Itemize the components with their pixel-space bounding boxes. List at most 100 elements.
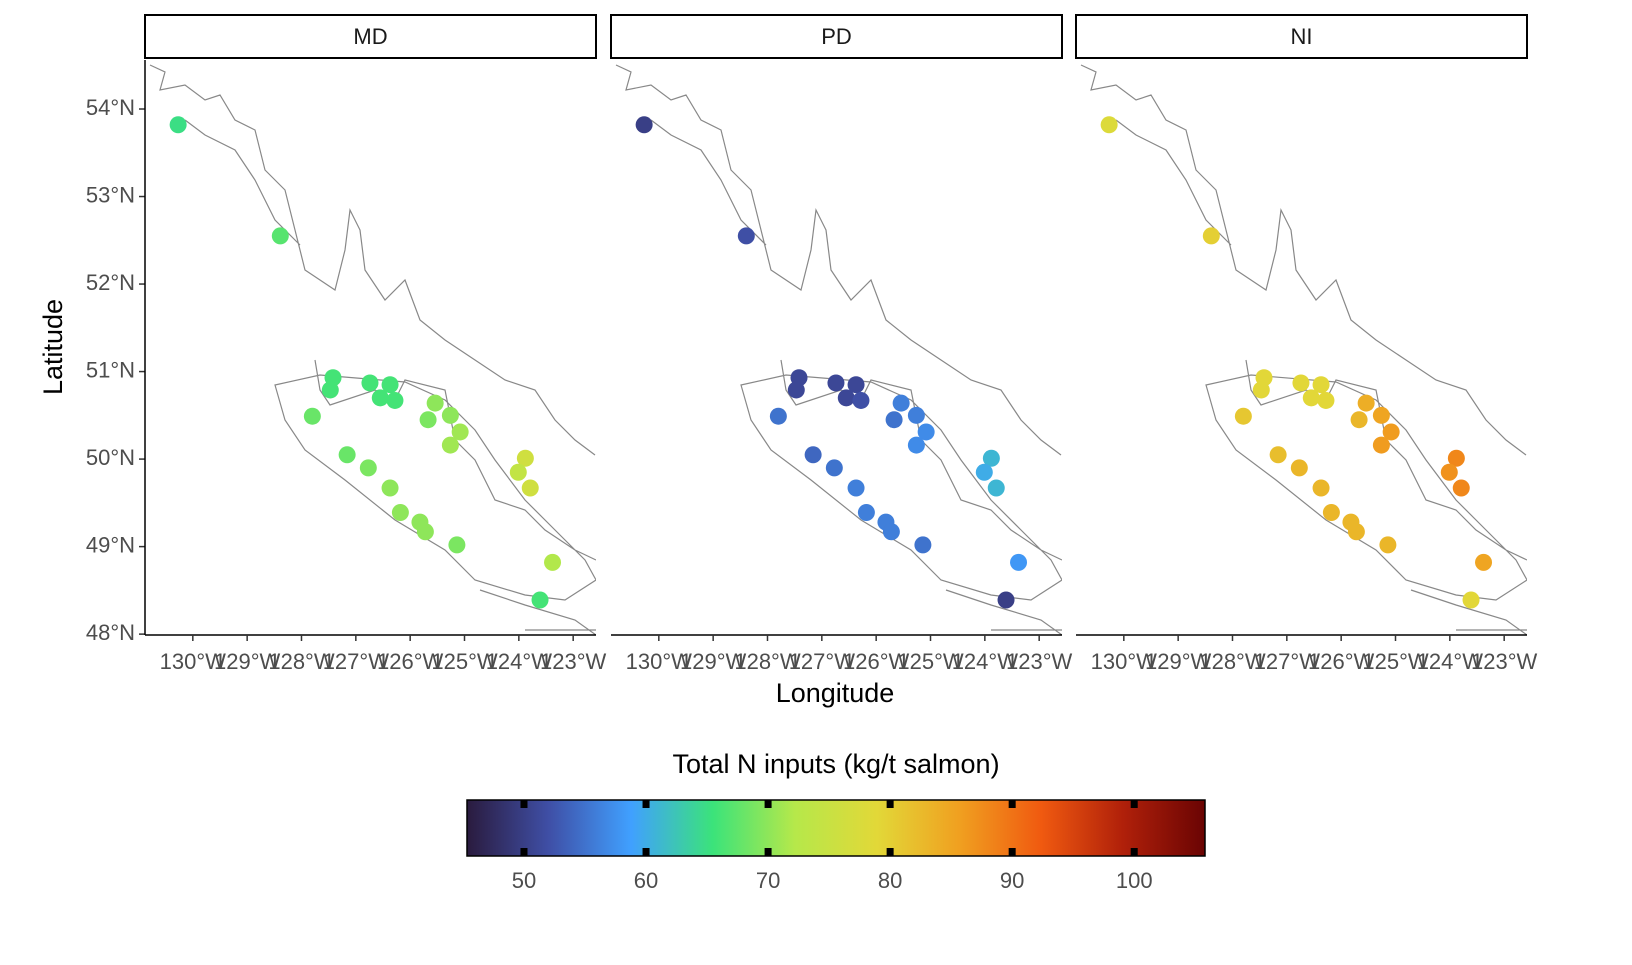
site-point — [361, 374, 379, 392]
site-point — [1462, 591, 1480, 609]
colorbar-tick-label: 50 — [512, 868, 536, 893]
y-tick-label: 51°N — [86, 357, 135, 382]
colorbar-tick — [1008, 800, 1016, 808]
site-point — [521, 479, 539, 497]
site-point — [359, 459, 377, 477]
site-point — [1440, 463, 1458, 481]
site-point — [987, 479, 1005, 497]
colorbar-tick — [886, 800, 894, 808]
site-point — [975, 463, 993, 481]
coastline — [615, 64, 1062, 635]
colorbar-tick — [520, 848, 528, 856]
y-tick-label: 49°N — [86, 532, 135, 557]
site-point — [416, 523, 434, 541]
site-point — [1447, 449, 1465, 467]
colorbar-tick — [1008, 848, 1016, 856]
colorbar-tick — [764, 848, 772, 856]
site-point — [321, 381, 339, 399]
site-point — [769, 407, 787, 425]
site-point — [892, 394, 910, 412]
site-point — [381, 479, 399, 497]
site-point — [1312, 376, 1330, 394]
site-point — [882, 523, 900, 541]
x-tick-label: 125°W — [897, 649, 964, 674]
y-tick-label: 52°N — [86, 270, 135, 295]
site-point — [1347, 523, 1365, 541]
site-point — [1010, 553, 1028, 571]
x-tick-label: 124°W — [486, 649, 553, 674]
site-point — [847, 479, 865, 497]
site-point — [1322, 503, 1340, 521]
panel — [149, 64, 596, 635]
site-point — [1292, 374, 1310, 392]
colorbar-tick-label: 80 — [878, 868, 902, 893]
legend-title: Total N inputs (kg/t salmon) — [672, 749, 999, 779]
colorbar-tick — [1130, 848, 1138, 856]
site-point — [386, 391, 404, 409]
x-tick-label: 130°W — [160, 649, 227, 674]
x-tick-label: 124°W — [952, 649, 1019, 674]
site-point — [1372, 406, 1390, 424]
site-point — [448, 536, 466, 554]
site-point — [917, 423, 935, 441]
site-point — [907, 436, 925, 454]
facet-strip — [610, 14, 1063, 59]
coastline — [149, 64, 596, 635]
site-point — [1317, 391, 1335, 409]
y-tick-label: 53°N — [86, 182, 135, 207]
site-point — [982, 449, 1000, 467]
site-point — [1357, 394, 1375, 412]
facet-strip — [144, 14, 597, 59]
site-point — [516, 449, 534, 467]
site-point — [1312, 479, 1330, 497]
site-point — [857, 503, 875, 521]
site-point — [271, 227, 289, 245]
y-tick-label: 54°N — [86, 95, 135, 120]
site-point — [391, 503, 409, 521]
site-point — [1290, 459, 1308, 477]
x-axis-label: Longitude — [776, 678, 895, 708]
colorbar-tick — [764, 800, 772, 808]
site-point — [1269, 446, 1287, 464]
site-point — [1252, 381, 1270, 399]
facet-title: NI — [1291, 24, 1313, 49]
site-point — [1234, 407, 1252, 425]
y-axis-label: Latitude — [38, 299, 68, 395]
x-tick-label: 123°W — [1006, 649, 1073, 674]
site-point — [1382, 423, 1400, 441]
x-tick-label: 128°W — [1199, 649, 1266, 674]
x-tick-label: 130°W — [626, 649, 693, 674]
site-point — [1475, 553, 1493, 571]
x-tick-label: 125°W — [431, 649, 498, 674]
x-tick-label: 127°W — [1254, 649, 1321, 674]
panel — [1080, 64, 1527, 635]
y-tick-label: 50°N — [86, 445, 135, 470]
x-tick-label: 123°W — [540, 649, 607, 674]
site-point — [419, 411, 437, 429]
x-tick-label: 126°W — [843, 649, 910, 674]
site-point — [426, 394, 444, 412]
site-point — [371, 389, 389, 407]
x-tick-label: 124°W — [1417, 649, 1484, 674]
x-tick-label: 125°W — [1362, 649, 1429, 674]
site-point — [885, 411, 903, 429]
colorbar — [466, 799, 1206, 857]
site-point — [169, 116, 187, 134]
colorbar-tick — [1130, 800, 1138, 808]
site-point — [1202, 227, 1220, 245]
site-point — [852, 391, 870, 409]
x-tick-label: 129°W — [1145, 649, 1212, 674]
facet-title: PD — [821, 24, 852, 49]
x-tick-label: 128°W — [734, 649, 801, 674]
facet-strip — [1075, 14, 1528, 59]
x-tick-label: 130°W — [1091, 649, 1158, 674]
colorbar-tick-label: 100 — [1116, 868, 1153, 893]
colorbar-tick — [520, 800, 528, 808]
site-point — [827, 374, 845, 392]
site-point — [804, 446, 822, 464]
colorbar-tick — [886, 848, 894, 856]
site-point — [509, 463, 527, 481]
colorbar-tick-label: 90 — [1000, 868, 1024, 893]
x-tick-label: 126°W — [1308, 649, 1375, 674]
